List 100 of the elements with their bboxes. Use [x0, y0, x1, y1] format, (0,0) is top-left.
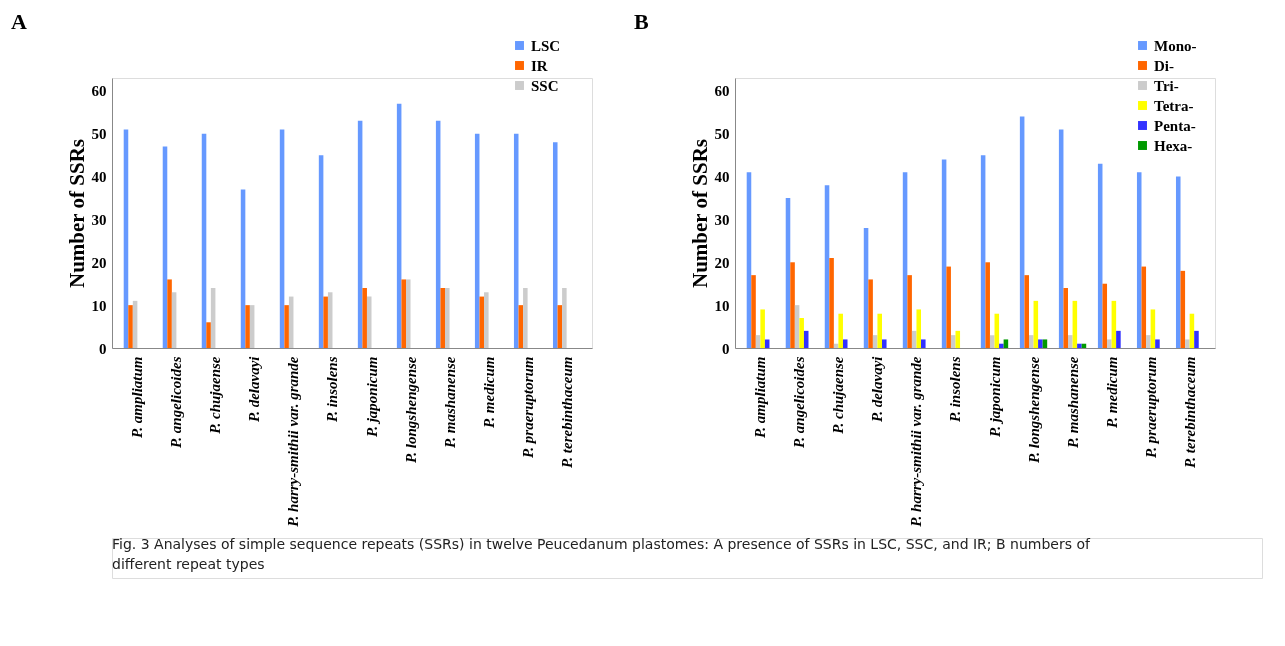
bar	[1136, 172, 1142, 348]
bar	[916, 309, 922, 348]
bar	[1024, 275, 1029, 348]
bar	[479, 296, 485, 348]
legend-label: Hexa-	[1154, 137, 1193, 154]
bar	[523, 288, 528, 348]
x-tick-label: P. longshengense	[1025, 356, 1042, 463]
bar	[921, 339, 926, 348]
x-tick-label: P. japonicum	[363, 356, 380, 438]
bar	[167, 279, 172, 348]
bar	[881, 339, 887, 348]
bar	[1028, 335, 1034, 348]
bar	[1063, 288, 1069, 348]
bar	[128, 305, 133, 348]
bar	[401, 279, 406, 348]
bar	[1068, 335, 1073, 348]
bar	[405, 279, 411, 348]
bar	[989, 335, 995, 348]
bar	[877, 313, 882, 348]
bar	[868, 279, 873, 348]
y-tick-label: 20	[714, 254, 730, 271]
bar	[362, 288, 367, 348]
x-tick-label: P. longshengense	[402, 356, 419, 463]
bar	[790, 262, 795, 348]
x-tick-label: P. medicum	[1103, 356, 1120, 428]
x-tick-label: P. angelicoides	[791, 356, 808, 448]
legend-label: SSC	[531, 77, 559, 94]
bar	[366, 296, 372, 348]
y-tick-label: 0	[722, 340, 730, 357]
x-tick-label: P. mashanense	[441, 356, 458, 448]
legend-label: LSC	[531, 37, 561, 54]
legend-label: Di-	[1154, 57, 1174, 74]
x-tick-label: P. insolens	[324, 356, 341, 423]
bar	[838, 313, 843, 348]
bar	[1185, 339, 1190, 348]
x-tick-label: P. praeruptorum	[1142, 356, 1159, 458]
bar	[751, 275, 756, 348]
bar	[284, 305, 289, 348]
y-tick-label: 50	[714, 126, 730, 143]
bar	[907, 275, 912, 348]
bar	[1194, 330, 1199, 348]
y-tick-label: 0	[99, 340, 107, 357]
chart-title: B	[634, 9, 649, 34]
y-tick-label: 30	[714, 211, 730, 228]
bar	[552, 142, 558, 348]
bar	[245, 305, 250, 348]
x-tick-label: P. japonicum	[986, 356, 1003, 438]
legend-label: IR	[531, 57, 548, 74]
x-tick-label: P. harry-smithii var. grande	[908, 356, 925, 527]
bar	[999, 343, 1004, 348]
y-tick-label: 50	[91, 126, 107, 143]
bar	[1116, 330, 1121, 348]
bar	[562, 288, 567, 348]
bar	[1038, 339, 1043, 348]
caption: Fig. 3 Analyses of simple sequence repeats (SSRs) in twelve Peucedanum plastomes: A presence of SSRs in LSC, SSC, and IR; B numbers of different repeat types	[112, 536, 1091, 572]
bar	[955, 330, 961, 348]
y-axis-title: Number of SSRs	[64, 139, 89, 288]
x-tick-label: P. ampliatum	[129, 356, 146, 438]
y-tick-label: 10	[714, 297, 730, 314]
bar	[1102, 283, 1108, 348]
x-tick-label: P. delavayi	[246, 355, 263, 423]
y-tick-label: 40	[714, 169, 730, 186]
x-tick-label: P. chujaense	[207, 356, 224, 434]
bar	[323, 296, 328, 348]
bar	[440, 288, 446, 348]
legend-label: Penta-	[1154, 117, 1196, 134]
bar	[764, 339, 770, 348]
legend-label: Tri-	[1154, 77, 1179, 94]
x-tick-label: P. medicum	[480, 356, 497, 428]
x-tick-label: P. angelicoides	[168, 356, 185, 448]
bar	[1107, 339, 1112, 348]
y-axis-title: Number of SSRs	[687, 139, 712, 288]
x-tick-label: P. delavayi	[869, 355, 886, 423]
bar	[1155, 339, 1160, 348]
bar	[513, 133, 519, 348]
y-tick-label: 20	[91, 254, 107, 271]
chart-title: A	[11, 9, 27, 34]
bar	[484, 292, 489, 348]
bar	[445, 288, 450, 348]
x-tick-label: P. chujaense	[830, 356, 847, 434]
y-tick-label: 10	[91, 297, 107, 314]
x-tick-label: P. terebinthaceum	[558, 356, 575, 468]
x-tick-label: P. harry-smithii var. grande	[285, 356, 302, 527]
bar	[842, 339, 848, 348]
bar	[985, 262, 990, 348]
y-tick-label: 30	[91, 211, 107, 228]
bar	[1003, 339, 1009, 348]
bar	[760, 309, 765, 348]
bar	[1146, 335, 1151, 348]
bar	[829, 258, 834, 348]
y-tick-label: 60	[91, 83, 107, 100]
x-tick-label: P. terebinthaceum	[1181, 356, 1198, 468]
legend-label: Tetra-	[1154, 97, 1194, 114]
legend-label: Mono-	[1154, 37, 1197, 54]
bar	[206, 322, 211, 348]
y-tick-label: 40	[91, 169, 107, 186]
bar	[1042, 339, 1048, 348]
x-tick-label: P. praeruptorum	[519, 356, 536, 458]
bar	[1077, 343, 1082, 348]
bar	[946, 266, 951, 348]
